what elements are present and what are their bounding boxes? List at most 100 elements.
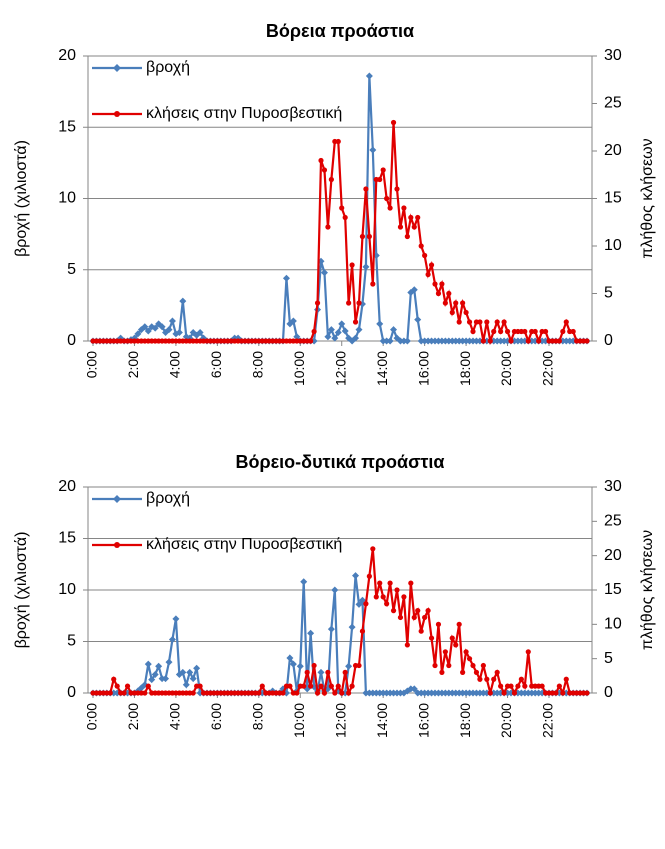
point	[460, 669, 466, 676]
point	[363, 601, 369, 607]
point	[480, 338, 486, 344]
point	[404, 642, 410, 648]
y-tick-label: 15	[58, 118, 76, 135]
point	[320, 269, 328, 277]
y-tick-label: 5	[67, 261, 76, 278]
point	[432, 662, 438, 669]
point	[390, 608, 397, 614]
x-tick-label: 10:00	[291, 351, 307, 386]
point	[349, 683, 355, 689]
point	[338, 320, 346, 328]
y-axis-label: βροχή (χιλιοστά)	[13, 532, 30, 649]
point	[165, 326, 173, 334]
point	[294, 690, 300, 696]
point	[168, 317, 176, 325]
y2-tick-label: 15	[604, 190, 622, 207]
point	[418, 628, 424, 634]
point	[352, 319, 359, 325]
point	[289, 660, 297, 668]
point	[365, 72, 373, 80]
point	[525, 338, 531, 344]
point	[584, 690, 590, 696]
point	[522, 328, 528, 335]
legend-label: κλήσεις στην Πυροσβεστική	[146, 536, 342, 553]
x-tick-label: 18:00	[457, 703, 473, 738]
point	[411, 224, 417, 230]
point	[151, 670, 159, 678]
point	[410, 286, 418, 294]
point	[331, 586, 339, 594]
point	[155, 662, 163, 670]
point	[293, 333, 301, 341]
point	[349, 262, 355, 268]
point	[508, 683, 514, 689]
point	[162, 675, 170, 683]
series-line	[93, 575, 587, 696]
y2-tick-label: 25	[604, 95, 622, 112]
point	[370, 281, 376, 287]
point	[584, 338, 590, 344]
point	[390, 326, 398, 334]
point	[522, 683, 528, 689]
point	[331, 334, 339, 342]
point	[339, 690, 345, 696]
point	[362, 263, 370, 271]
point	[145, 683, 151, 689]
point	[439, 281, 445, 287]
point	[366, 573, 372, 579]
legend-label: βροχή	[146, 59, 190, 76]
point	[508, 338, 514, 344]
y-tick-label: 10	[58, 581, 76, 598]
point	[335, 683, 341, 689]
point	[165, 658, 173, 666]
point	[311, 662, 317, 669]
y-tick-label: 20	[58, 47, 76, 64]
point	[387, 580, 393, 586]
chart-title: Βόρεια προάστια	[266, 21, 414, 41]
point	[422, 614, 428, 621]
y2-tick-label: 10	[604, 616, 622, 633]
point	[397, 614, 404, 621]
legend-marker	[114, 111, 120, 117]
x-tick-label: 22:00	[540, 351, 556, 386]
point	[179, 668, 187, 676]
point	[456, 621, 462, 627]
point	[446, 290, 452, 297]
point	[422, 252, 428, 259]
point	[411, 614, 417, 621]
point	[377, 176, 383, 183]
point	[501, 690, 507, 696]
point	[148, 676, 156, 684]
x-tick-label: 6:00	[208, 703, 224, 730]
point	[142, 690, 148, 696]
point	[168, 635, 176, 643]
point	[341, 327, 349, 335]
point	[193, 664, 201, 672]
point	[141, 323, 149, 331]
x-tick-label: 0:00	[84, 703, 100, 730]
point	[491, 328, 497, 335]
point	[473, 669, 480, 676]
point	[158, 323, 166, 331]
point	[182, 681, 190, 689]
x-tick-label: 12:00	[332, 703, 348, 738]
x-tick-label: 2:00	[125, 703, 141, 730]
point	[542, 328, 549, 335]
y2-axis-label: πλήθος κλήσεων	[639, 530, 656, 650]
point	[384, 601, 390, 607]
point	[401, 205, 407, 211]
point	[363, 186, 369, 192]
point	[532, 328, 538, 335]
point	[435, 290, 442, 297]
point	[428, 262, 435, 268]
point	[286, 654, 294, 662]
point	[256, 690, 262, 696]
x-tick-label: 20:00	[498, 351, 514, 386]
point	[280, 690, 286, 696]
legend-marker	[114, 542, 120, 548]
x-tick-label: 4:00	[167, 351, 183, 378]
point	[321, 690, 328, 696]
point	[111, 676, 117, 682]
x-tick-label: 10:00	[291, 703, 307, 738]
